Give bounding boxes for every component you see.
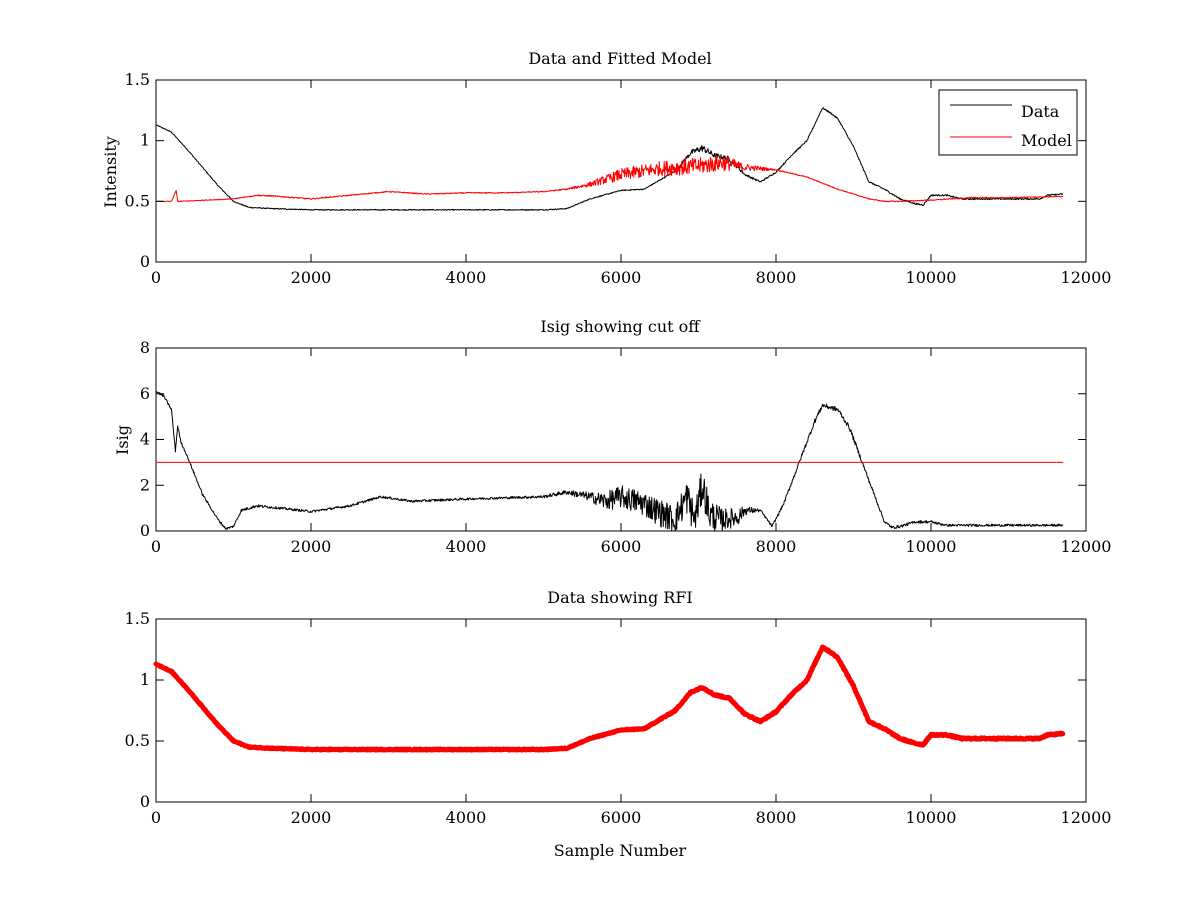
y-tick-label: 0	[140, 521, 150, 540]
y-tick-label: 6	[140, 384, 150, 403]
y-tick-label: 1	[140, 131, 150, 150]
legend-model-label: Model	[1021, 131, 1072, 150]
panel-3-plot-area	[153, 644, 1066, 753]
panel-2-ticks: 0 2000 4000 6000 8000 10000 12000 0 2 4 6 8	[140, 338, 1112, 556]
panel-1-title: Data and Fitted Model	[528, 49, 711, 68]
panel-2-title: Isig showing cut off	[540, 317, 701, 336]
y-tick-label: 0	[140, 792, 150, 811]
panel-1-plot-area	[155, 107, 1064, 211]
y-tick-label: 2	[140, 475, 150, 494]
x-tick-label: 8000	[756, 537, 797, 556]
legend-data-label: Data	[1021, 102, 1060, 121]
legend-box	[938, 89, 1078, 156]
panel-1-ylabel: Intensity	[101, 136, 120, 208]
panel-1-legend: Data Model	[938, 89, 1078, 156]
x-tick-label: 6000	[601, 268, 642, 287]
x-tick-label: 8000	[756, 808, 797, 827]
panel-1-data-line	[155, 107, 1064, 211]
y-tick-label: 0.5	[125, 191, 150, 210]
x-tick-label: 12000	[1061, 808, 1112, 827]
y-tick-label: 4	[140, 430, 150, 449]
panel-3-series-1-line	[153, 644, 1066, 753]
x-tick-label: 2000	[291, 537, 332, 556]
panel-2-plot-area	[155, 391, 1064, 532]
x-tick-label: 0	[151, 268, 161, 287]
panel-2-series-1-line	[155, 391, 1064, 532]
panel-3: Data showing RFI Sample Number 0 2000 4000…	[125, 588, 1112, 860]
panel-1-ticks: 0 2000 4000 6000 8000 10000 12000 0 0.5 1 1.5	[125, 70, 1112, 287]
x-tick-label: 12000	[1061, 537, 1112, 556]
x-tick-label: 2000	[291, 268, 332, 287]
y-tick-label: 1	[140, 670, 150, 689]
x-tick-label: 12000	[1061, 268, 1112, 287]
x-tick-label: 2000	[291, 808, 332, 827]
panel-1-frame	[155, 79, 1087, 263]
y-tick-label: 0.5	[125, 731, 150, 750]
x-tick-label: 6000	[601, 808, 642, 827]
panel-1: Data and Fitted Model Intensity 0 2000 400…	[101, 49, 1111, 287]
x-tick-label: 10000	[906, 537, 957, 556]
y-tick-label: 1.5	[125, 609, 150, 628]
x-tick-label: 10000	[906, 268, 957, 287]
panel-2-ylabel: Isig	[113, 425, 132, 455]
panel-3-title: Data showing RFI	[547, 588, 692, 607]
panel-3-xlabel: Sample Number	[554, 841, 687, 860]
x-tick-label: 0	[151, 808, 161, 827]
x-tick-label: 0	[151, 537, 161, 556]
x-tick-label: 6000	[601, 537, 642, 556]
panel-2: Isig showing cut off Isig 0 2000 4000 6000 8…	[113, 317, 1111, 556]
y-tick-label: 8	[140, 338, 150, 357]
x-tick-label: 4000	[446, 537, 487, 556]
panel-3-ticks: 0 2000 4000 6000 8000 10000 12000 0 0.5 1 1.5	[125, 609, 1112, 827]
x-tick-label: 10000	[906, 808, 957, 827]
x-tick-label: 4000	[446, 808, 487, 827]
y-tick-label: 1.5	[125, 70, 150, 89]
panel-3-frame	[155, 618, 1087, 803]
y-tick-label: 0	[140, 252, 150, 271]
x-tick-label: 4000	[446, 268, 487, 287]
panel-1-model-line	[155, 154, 1064, 203]
x-tick-label: 8000	[756, 268, 797, 287]
